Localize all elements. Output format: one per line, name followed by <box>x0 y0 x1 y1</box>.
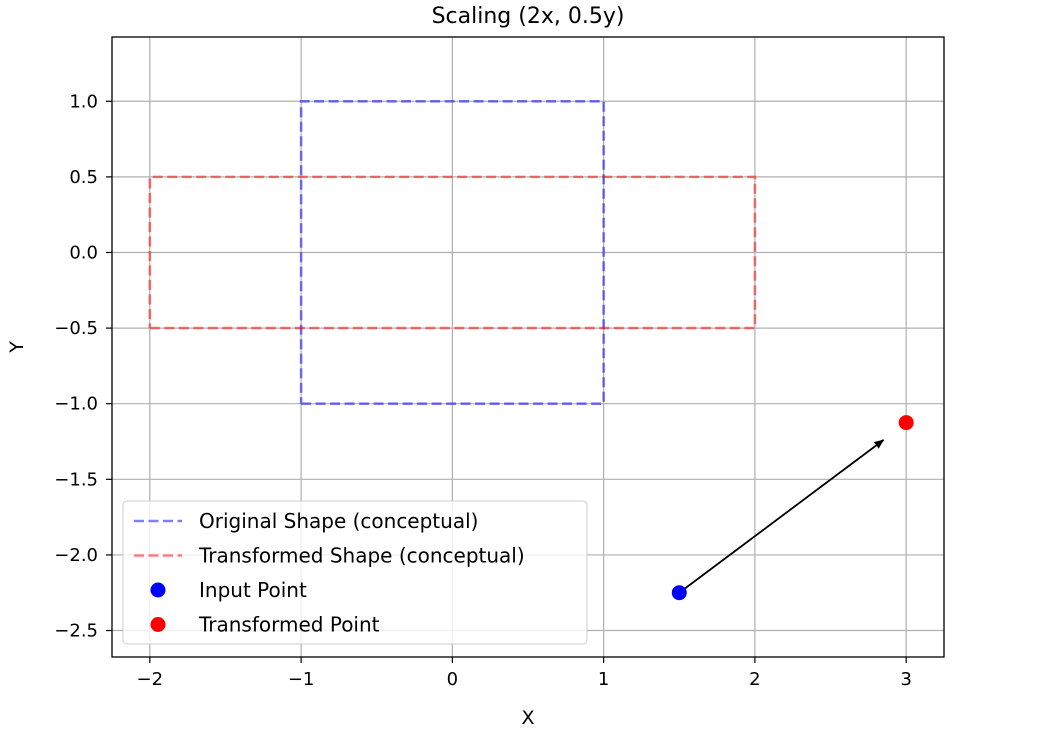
x-axis-label: X <box>521 707 534 729</box>
x-tick-label: −2 <box>137 669 164 690</box>
annotation-arrow <box>678 439 885 594</box>
y-tick-label: 1.0 <box>69 91 98 112</box>
y-tick-label: −2.0 <box>54 545 98 566</box>
x-tick-label: 2 <box>749 669 760 690</box>
x-tick-label: −1 <box>288 669 315 690</box>
x-tick-label: 3 <box>900 669 911 690</box>
series-line-0 <box>299 99 605 406</box>
y-tick-label: −1.5 <box>54 469 98 490</box>
y-tick-label: −2.5 <box>54 621 98 642</box>
legend-label-1: Transformed Shape (conceptual) <box>198 544 525 568</box>
legend-box <box>122 500 588 645</box>
data-point-3 <box>898 415 914 431</box>
y-axis-label: Y <box>6 341 28 354</box>
legend-label-3: Transformed Point <box>198 613 380 637</box>
series-line-1 <box>148 175 757 330</box>
y-tick-label: 0.0 <box>69 242 98 263</box>
legend-label-2: Input Point <box>199 578 307 602</box>
legend-swatch-2 <box>150 582 166 598</box>
data-point-2 <box>671 585 687 601</box>
legend: Original Shape (conceptual) Transformed S… <box>122 500 588 645</box>
y-tick-label: −0.5 <box>54 318 98 339</box>
y-tick-label: 0.5 <box>69 167 98 188</box>
ticks: −2 −1 0 1 2 3 1.0 0.5 0.0 −0.5 −1.0 −1.5 −2.0 −2.5 <box>54 91 912 690</box>
x-tick-label: 1 <box>598 669 609 690</box>
x-tick-label: 0 <box>447 669 458 690</box>
y-tick-label: −1.0 <box>54 394 98 415</box>
series-group <box>148 99 914 601</box>
plot-frame <box>111 36 945 658</box>
chart-title: Scaling (2x, 0.5y) <box>432 4 625 29</box>
legend-label-0: Original Shape (conceptual) <box>199 509 478 533</box>
legend-swatch-3 <box>150 617 166 632</box>
